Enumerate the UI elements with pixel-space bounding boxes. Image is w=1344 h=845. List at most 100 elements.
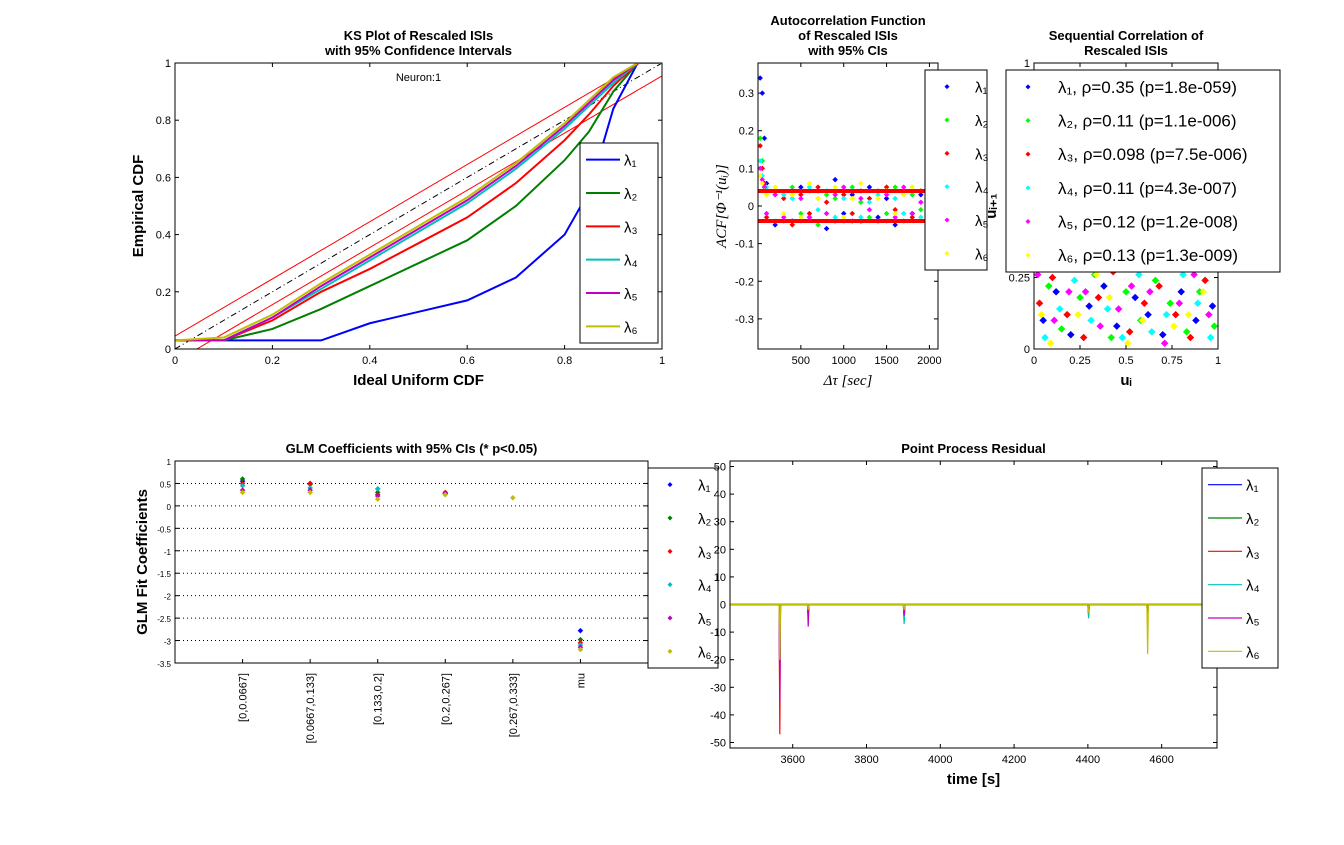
data-point xyxy=(780,210,787,217)
data-point xyxy=(892,210,898,217)
y-tick-label: 30 xyxy=(714,517,726,529)
legend-label: λ₂, ρ=0.11 (p=1.1e-006) xyxy=(1058,112,1237,131)
data-point xyxy=(858,199,864,206)
data-point xyxy=(772,191,778,198)
data-point xyxy=(763,210,770,217)
data-point xyxy=(1085,302,1094,310)
data-point xyxy=(307,489,313,496)
legend-label: λ₆ xyxy=(975,246,989,263)
data-point xyxy=(1122,287,1130,296)
data-point xyxy=(1131,293,1140,302)
data-point xyxy=(1039,316,1048,325)
legend-box xyxy=(579,142,659,344)
x-tick-label: [0,0.0667] xyxy=(238,673,250,722)
data-point xyxy=(1127,282,1136,290)
y-tick-label: 0 xyxy=(165,344,171,356)
y-axis-label: Empirical CDF xyxy=(130,155,147,258)
data-point xyxy=(815,195,821,202)
plot-area xyxy=(758,75,938,232)
legend-label: λ₃ xyxy=(698,544,712,561)
axes-background xyxy=(175,461,648,663)
y-tick-label: 40 xyxy=(714,489,726,501)
data-line xyxy=(175,63,662,342)
y-axis-label: uᵢ₊₁ xyxy=(983,193,1000,218)
x-tick-label: 4400 xyxy=(1076,754,1100,766)
plot-area xyxy=(730,603,1217,735)
data-point xyxy=(1184,310,1193,319)
legend-key xyxy=(1025,151,1031,157)
data-point xyxy=(759,90,766,96)
data-point xyxy=(815,206,821,213)
y-tick-label: -10 xyxy=(710,627,726,639)
data-point xyxy=(918,191,924,198)
y-tick-label: -0.3 xyxy=(735,314,754,326)
legend-label: λ₆, ρ=0.13 (p=1.3e-009) xyxy=(1058,246,1238,265)
y-tick-label: 0.2 xyxy=(739,126,754,138)
data-line xyxy=(730,603,1217,660)
data-point xyxy=(815,221,821,228)
y-tick-label: -40 xyxy=(710,710,726,722)
legend: λ₁ λ₂ λ₃ λ₄ λ₅ λ₆ xyxy=(647,467,719,669)
data-point xyxy=(1070,276,1079,285)
legend-key xyxy=(1025,185,1031,191)
chart-title: Rescaled ISIs xyxy=(1084,43,1168,58)
legend-label: λ₅ xyxy=(698,611,712,628)
y-tick-label: 10 xyxy=(714,572,726,584)
x-tick-label: 1 xyxy=(659,355,665,367)
x-tick-label: 0 xyxy=(1031,355,1037,367)
data-point xyxy=(239,489,246,496)
legend-key xyxy=(1025,84,1031,90)
legend-label: λ₄ xyxy=(698,578,712,595)
data-point xyxy=(1094,293,1103,302)
data-point xyxy=(858,180,864,187)
x-tick-label: 3600 xyxy=(780,754,804,766)
data-point xyxy=(1186,333,1195,342)
data-point xyxy=(442,491,449,498)
data-line xyxy=(175,63,662,342)
data-point xyxy=(866,199,873,206)
chart-title: of Rescaled ISIs xyxy=(798,28,898,43)
data-point xyxy=(1100,282,1108,290)
legend-key xyxy=(667,548,673,554)
x-tick-label: [0.133,0.2] xyxy=(373,673,385,725)
x-tick-label: 3800 xyxy=(854,754,878,766)
x-tick-label: 0.4 xyxy=(362,355,377,367)
data-point xyxy=(1114,305,1123,313)
data-point xyxy=(900,191,907,198)
y-tick-label: -30 xyxy=(710,682,726,694)
legend-box xyxy=(1201,467,1279,669)
legend-key xyxy=(667,648,673,654)
legend-label: λ₃ xyxy=(624,219,638,236)
x-tick-label: 4200 xyxy=(1002,754,1026,766)
data-point xyxy=(763,191,770,198)
legend-label: λ₄ xyxy=(975,180,989,197)
x-tick-label: 0 xyxy=(172,355,178,367)
data-point xyxy=(1169,322,1178,330)
y-tick-label: 20 xyxy=(714,544,726,556)
y-tick-label: 0.25 xyxy=(1009,273,1030,285)
data-point xyxy=(761,135,768,142)
data-point xyxy=(1208,302,1217,310)
y-tick-label: 0 xyxy=(167,503,172,512)
legend-label: λ₅ xyxy=(1246,611,1260,628)
y-tick-label: -0.5 xyxy=(157,525,171,534)
y-tick-label: -50 xyxy=(710,737,726,749)
data-line xyxy=(175,63,662,342)
x-tick-label: 500 xyxy=(792,355,810,367)
y-tick-label: 0.5 xyxy=(160,480,172,489)
data-point xyxy=(1096,322,1105,330)
data-point xyxy=(806,180,813,187)
legend-label: λ₆ xyxy=(1246,644,1260,661)
legend-label: λ₆ xyxy=(624,319,638,336)
y-tick-label: 50 xyxy=(714,462,726,474)
data-point xyxy=(1118,333,1127,342)
data-point xyxy=(823,199,830,206)
data-point xyxy=(823,225,830,232)
data-point xyxy=(1046,339,1055,348)
data-point xyxy=(823,191,830,198)
data-point xyxy=(866,206,873,213)
legend-label: λ₅ xyxy=(975,213,989,230)
x-tick-label: [0.2,0.267] xyxy=(440,673,452,725)
data-point xyxy=(883,191,890,198)
y-tick-label: 0 xyxy=(748,201,754,213)
